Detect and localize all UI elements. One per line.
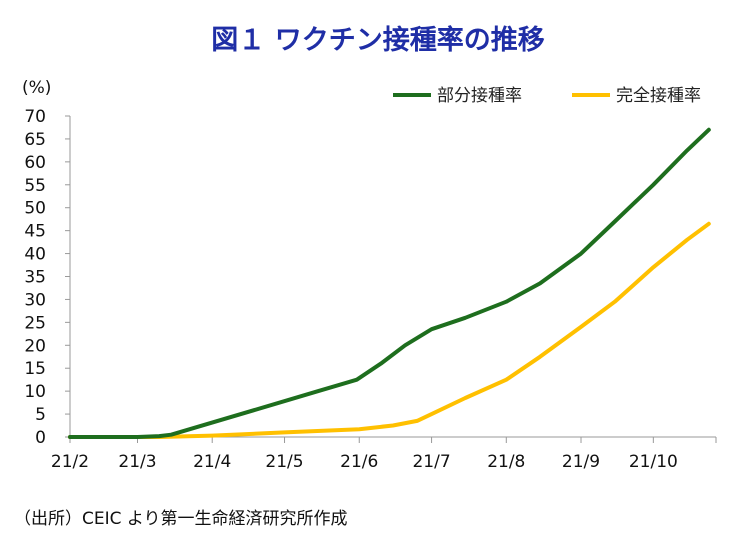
x-tick-label: 21/7 (412, 452, 450, 472)
x-tick-label: 21/4 (193, 452, 231, 472)
x-tick-label: 21/3 (118, 452, 156, 472)
legend-label-partial: 部分接種率 (437, 86, 522, 106)
x-tick-label: 21/5 (265, 452, 303, 472)
x-tick-label: 21/8 (487, 452, 525, 472)
y-tick-label: 45 (24, 222, 46, 242)
legend: 部分接種率 完全接種率 (393, 86, 701, 106)
x-tick-label: 21/10 (629, 452, 678, 472)
y-tick-label: 35 (24, 268, 46, 288)
y-tick-label: 30 (24, 290, 46, 310)
y-tick-label: 20 (24, 336, 46, 356)
x-tick-label: 21/9 (562, 452, 600, 472)
y-tick-label: 60 (24, 153, 46, 173)
y-axis-label: (%) (22, 78, 51, 98)
chart-title: 図１ ワクチン接種率の推移 (211, 25, 545, 56)
series-line-partial-vaccination (68, 127, 711, 439)
y-tick-label: 25 (24, 313, 46, 333)
y-tick-label: 70 (24, 107, 46, 127)
series-lines (68, 127, 711, 439)
y-tick-label: 5 (35, 405, 46, 425)
source-note: （出所）CEIC より第一生命経済研究所作成 (14, 509, 348, 529)
x-tick-label: 21/6 (340, 452, 378, 472)
y-tick-label: 0 (35, 428, 46, 448)
y-tick-label: 65 (24, 130, 46, 150)
y-tick-label: 50 (24, 199, 46, 219)
x-tick-label: 21/2 (51, 452, 89, 472)
legend-label-full: 完全接種率 (616, 86, 701, 106)
y-tick-label: 10 (24, 382, 46, 402)
y-tick-label: 15 (24, 359, 46, 379)
series-line-full-vaccination (68, 221, 711, 439)
y-tick-label: 55 (24, 176, 46, 196)
y-tick-label: 40 (24, 245, 46, 265)
